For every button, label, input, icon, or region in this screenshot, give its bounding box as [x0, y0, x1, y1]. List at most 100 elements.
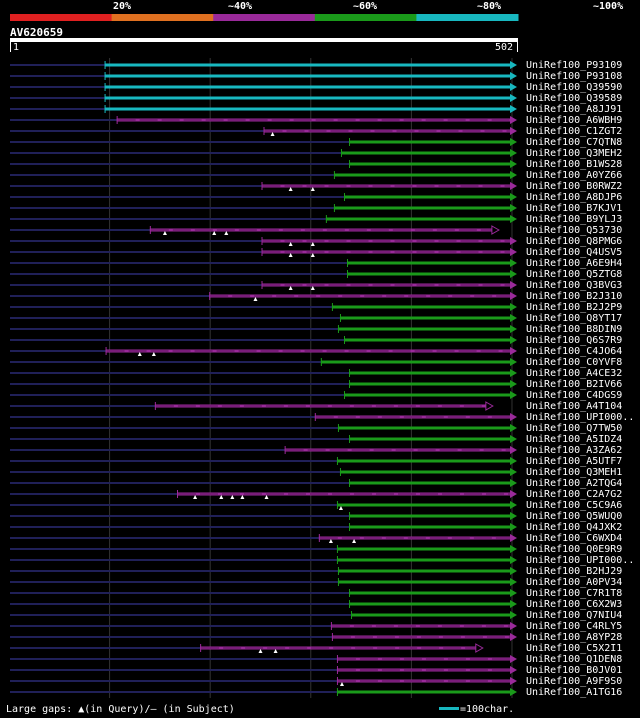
hit-label[interactable]: UniRef100_A4CE32: [526, 368, 623, 379]
hit-bar: [104, 96, 513, 100]
legend-label-100: ~100%: [593, 1, 624, 12]
hit-label[interactable]: UniRef100_A5IDZ4: [526, 434, 623, 445]
scale-start: 1: [13, 42, 20, 53]
hit-label[interactable]: UniRef100_B1WS28: [526, 159, 623, 170]
query-ruler: [10, 38, 518, 42]
hit-arrow: [510, 534, 517, 542]
hit-arrow: [510, 622, 517, 630]
hit-label[interactable]: UniRef100_Q8YT17: [526, 313, 623, 324]
hit-label[interactable]: UniRef100_Q6S7R9: [526, 335, 623, 346]
hit-bar: [336, 547, 512, 551]
query-gap-marker: [137, 352, 142, 356]
hit-label[interactable]: UniRef100_A3ZA62: [526, 445, 623, 456]
hit-arrow: [510, 479, 517, 487]
query-gap-marker: [328, 539, 333, 543]
hit-label[interactable]: UniRef100_C4JO64: [526, 346, 623, 357]
query-gap-marker: [219, 495, 224, 499]
hit-arrow: [510, 512, 517, 520]
hit-label[interactable]: UniRef100_C5C9A6: [526, 500, 623, 511]
hit-label[interactable]: UniRef100_C1ZGT2: [526, 126, 623, 137]
hit-label[interactable]: UniRef100_A1TG16: [526, 687, 623, 698]
hit-label[interactable]: UniRef100_UPI000..: [526, 412, 635, 423]
hit-label[interactable]: UniRef100_A4T104: [526, 401, 623, 412]
hit-label[interactable]: UniRef100_Q7TW50: [526, 423, 623, 434]
hit-label[interactable]: UniRef100_B2IV66: [526, 379, 623, 390]
hit-label[interactable]: UniRef100_Q7NIU4: [526, 610, 623, 621]
hit-arrow: [510, 72, 517, 80]
hit-bar: [336, 679, 512, 683]
hit-label[interactable]: UniRef100_Q39589: [526, 93, 623, 104]
hit-arrow: [510, 281, 517, 289]
hit-label[interactable]: UniRef100_Q39590: [526, 82, 623, 93]
hit-label[interactable]: UniRef100_Q1DEN8: [526, 654, 623, 665]
hit-label[interactable]: UniRef100_A5UTF7: [526, 456, 623, 467]
hit-label[interactable]: UniRef100_C0YVF8: [526, 357, 623, 368]
hit-label[interactable]: UniRef100_C4DGS9: [526, 390, 623, 401]
hit-label[interactable]: UniRef100_A0PV34: [526, 577, 623, 588]
hit-label[interactable]: UniRef100_B2J2P9: [526, 302, 623, 313]
hit-label[interactable]: UniRef100_A8YP28: [526, 632, 623, 643]
hit-arrow: [510, 457, 517, 465]
hit-label[interactable]: UniRef100_UPI000..: [526, 555, 635, 566]
hit-label[interactable]: UniRef100_A6WBH9: [526, 115, 623, 126]
hit-label[interactable]: UniRef100_C5X2I1: [526, 643, 623, 654]
hit-label[interactable]: UniRef100_Q0E9R9: [526, 544, 623, 555]
hit-label[interactable]: UniRef100_Q3MEH1: [526, 467, 623, 478]
hit-label[interactable]: UniRef100_P93108: [526, 71, 623, 82]
hit-label[interactable]: UniRef100_Q3MEH2: [526, 148, 623, 159]
hit-label[interactable]: UniRef100_C7QTN8: [526, 137, 623, 148]
hit-arrow: [510, 138, 517, 146]
hit-bar: [331, 305, 512, 309]
hit-arrow: [510, 655, 517, 663]
hit-label[interactable]: UniRef100_Q53730: [526, 225, 623, 236]
hit-label[interactable]: UniRef100_Q8PMG6: [526, 236, 623, 247]
hit-label[interactable]: UniRef100_A2TQG4: [526, 478, 623, 489]
hit-label[interactable]: UniRef100_B9YLJ3: [526, 214, 623, 225]
hit-label[interactable]: UniRef100_C6WXD4: [526, 533, 623, 544]
query-id: AV620659: [10, 26, 63, 39]
hit-arrow: [510, 94, 517, 102]
hit-label[interactable]: UniRef100_B2HJ29: [526, 566, 623, 577]
hit-arrow: [510, 127, 517, 135]
hit-label[interactable]: UniRef100_Q5ZTG8: [526, 269, 623, 280]
hit-label[interactable]: UniRef100_Q4JXK2: [526, 522, 623, 533]
hit-label[interactable]: UniRef100_Q4USV5: [526, 247, 623, 258]
hit-label[interactable]: UniRef100_C4RLY5: [526, 621, 623, 632]
hit-label[interactable]: UniRef100_A8DJP6: [526, 192, 623, 203]
hit-bar: [336, 459, 512, 463]
hit-label[interactable]: UniRef100_A0YZ66: [526, 170, 623, 181]
hit-label[interactable]: UniRef100_B2J310: [526, 291, 623, 302]
hit-arrow: [510, 391, 517, 399]
hit-label[interactable]: UniRef100_C7R1T8: [526, 588, 623, 599]
hit-label[interactable]: UniRef100_A6E9H4: [526, 258, 623, 269]
hit-label[interactable]: UniRef100_B0JV01: [526, 665, 623, 676]
hit-arrow: [510, 435, 517, 443]
hit-arrow: [510, 501, 517, 509]
hit-bar: [349, 514, 512, 518]
hit-label[interactable]: UniRef100_C6X2W3: [526, 599, 623, 610]
query-gap-marker: [230, 495, 235, 499]
hit-label[interactable]: UniRef100_Q5WUQ0: [526, 511, 623, 522]
legend-label-60: ~60%: [353, 1, 378, 12]
hit-arrow: [510, 688, 517, 696]
hit-bar: [104, 74, 513, 78]
hit-bar: [343, 393, 512, 397]
hit-label[interactable]: UniRef100_P93109: [526, 60, 623, 71]
hit-arrow: [510, 611, 517, 619]
query-gap-marker: [338, 506, 343, 510]
hit-bar: [337, 327, 512, 331]
hit-arrow: [510, 600, 517, 608]
hit-label[interactable]: UniRef100_C2A7G2: [526, 489, 623, 500]
query-gap-marker: [352, 539, 357, 543]
hit-label[interactable]: UniRef100_B8DIN9: [526, 324, 623, 335]
hit-label[interactable]: UniRef100_B0RWZ2: [526, 181, 623, 192]
query-gap-marker: [288, 253, 293, 257]
hit-label[interactable]: UniRef100_Q3BVG3: [526, 280, 623, 291]
hit-bar: [349, 525, 512, 529]
query-gap-marker: [212, 231, 217, 235]
hit-label[interactable]: UniRef100_A9F9S0: [526, 676, 623, 687]
hit-bar: [349, 481, 512, 485]
hit-label[interactable]: UniRef100_B7KJV1: [526, 203, 623, 214]
hit-label[interactable]: UniRef100_A8JJ91: [526, 104, 623, 115]
hit-arrow: [510, 468, 517, 476]
